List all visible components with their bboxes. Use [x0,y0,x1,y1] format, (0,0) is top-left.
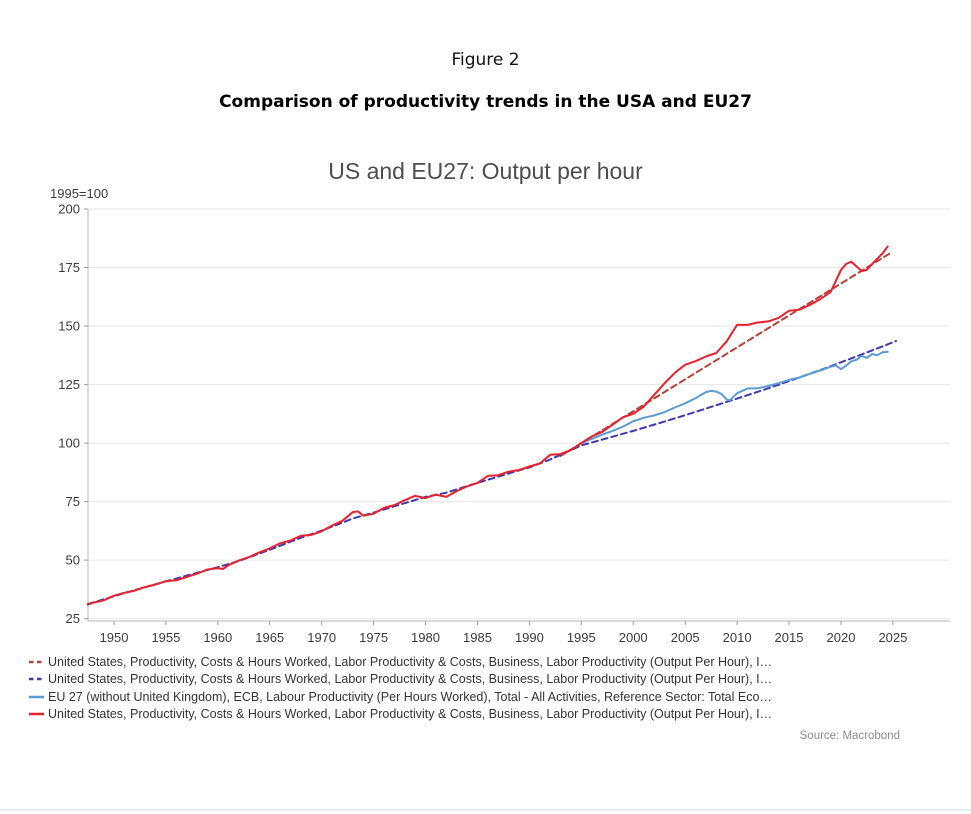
x-tick-label-1980: 1980 [411,630,440,645]
series-eu27-actual-line [580,350,889,445]
bottom-divider [0,809,971,811]
x-tick-label-2000: 2000 [619,630,648,645]
x-tick-label-2005: 2005 [671,630,700,645]
x-tick-label-2015: 2015 [775,630,804,645]
x-tick-label-1990: 1990 [515,630,544,645]
chart-canvas: 25 50 75 100 125 150 175 200 1950 1955 1960 1965 197… [58,202,950,645]
series-us-actual-line [87,245,889,606]
legend-item-eu27-actual: EU 27 (without United Kingdom), ECB, Lab… [28,688,943,706]
y-tick-label-125: 125 [58,377,80,392]
x-tick-label-1995: 1995 [567,630,596,645]
legend-marker-us-trend-recent [29,660,44,663]
legend-item-us-trend-pre1995: United States, Productivity, Costs & Hou… [28,671,943,689]
figure-label: Figure 2 [451,50,520,70]
y-tick-label-200: 200 [58,202,80,217]
y-tick-label-175: 175 [58,260,80,275]
x-tick-label-1950: 1950 [100,630,129,645]
y-tick-label-50: 50 [66,553,80,568]
plot-area: 25 50 75 100 125 150 175 200 1950 1955 1960 1965 197… [40,196,951,652]
source-attribution: Source: Macrobond [799,730,900,742]
legend-marker-us-trend-pre1995 [29,678,44,681]
x-tick-label-2010: 2010 [723,630,752,645]
legend-item-us-trend-recent: United States, Productivity, Costs & Hou… [28,653,943,671]
legend-label-us-actual: United States, Productivity, Costs & Hou… [48,707,773,722]
y-tick-label-75: 75 [66,494,80,509]
series-us-trend-pre1995-line [87,340,897,606]
y-tick-label-25: 25 [66,611,80,626]
x-tick-label-1960: 1960 [203,630,232,645]
x-tick-label-1955: 1955 [151,630,180,645]
y-tick-label-150: 150 [58,319,80,334]
legend: United States, Productivity, Costs & Hou… [28,653,943,723]
chart-title: US and EU27: Output per hour [328,158,643,184]
legend-label-us-trend-recent: United States, Productivity, Costs & Hou… [48,654,773,669]
x-tick-label-1970: 1970 [307,630,336,645]
legend-label-us-trend-pre1995: United States, Productivity, Costs & Hou… [48,672,773,687]
x-tick-label-1975: 1975 [359,630,388,645]
x-tick-label-1985: 1985 [463,630,492,645]
x-tick-label-1965: 1965 [255,630,284,645]
legend-marker-us-actual [29,713,44,716]
y-tick-label-100: 100 [58,436,80,451]
axis-unit-label: 1995=100 [50,186,109,201]
x-tick-label-2025: 2025 [878,630,907,645]
figure-title: Comparison of productivity trends in the… [219,92,752,112]
legend-item-us-actual: United States, Productivity, Costs & Hou… [28,706,943,724]
legend-label-eu27-actual: EU 27 (without United Kingdom), ECB, Lab… [48,689,772,704]
x-tick-label-2020: 2020 [827,630,856,645]
legend-marker-eu27-actual [29,695,44,698]
